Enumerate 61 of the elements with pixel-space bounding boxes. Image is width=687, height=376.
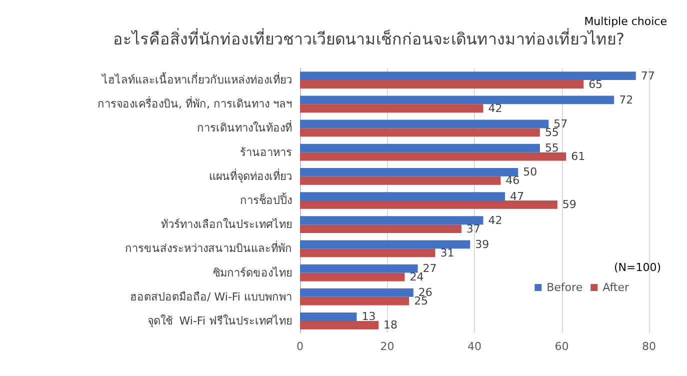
y-tick-label: จุดใช้ Wi-Fi ฟรีในประเทศไทย	[147, 314, 292, 328]
text: Multiple choice	[584, 15, 668, 28]
bar	[300, 312, 357, 321]
y-tick-label: ทัวร์ทางเลือกในประเทศไทย	[161, 218, 292, 232]
bar	[300, 72, 636, 80]
chart-title: อะไรคือสิ่งที่นักท่องเที่ยวชาวเวียดนามเช็กก่อนจะเดินทางมาท่องเที่ยวไทย?	[113, 28, 624, 48]
bar	[300, 248, 436, 258]
x-tick-label: 60	[554, 340, 569, 353]
data-label: 42	[488, 214, 502, 227]
y-tick-label: การจองเครื่องบิน, ที่พัก, การเดินทาง ฯลฯ	[98, 96, 292, 111]
bar	[300, 128, 540, 137]
bar	[300, 296, 410, 306]
data-label: 27	[422, 262, 437, 276]
data-label: 50	[523, 166, 538, 179]
bar	[300, 200, 558, 209]
bar	[300, 120, 549, 128]
bar	[300, 240, 470, 249]
data-label: 18	[384, 318, 398, 332]
data-label: 65	[588, 78, 603, 91]
y-tick-label: ร้านอาหาร	[240, 146, 292, 159]
bar	[300, 144, 540, 152]
data-label: 46	[506, 174, 520, 188]
x-tick-label: 80	[642, 340, 656, 353]
bar	[300, 288, 414, 297]
x-tick-label: 40	[468, 340, 482, 353]
annotation: (N=100)	[614, 261, 662, 274]
bar	[300, 176, 501, 185]
data-label: 31	[440, 246, 454, 260]
legend-label: Before	[546, 281, 583, 294]
bar	[300, 152, 566, 161]
bar	[300, 272, 405, 282]
y-tick-label: ไฮไลท์และเนื้อหาเกี่ยวกับแหล่งท่องเที่ยว	[101, 72, 292, 87]
data-label: 39	[475, 238, 490, 251]
data-label: 61	[571, 150, 586, 164]
bar	[300, 96, 614, 104]
data-label: 42	[488, 102, 502, 115]
legend-label: After	[602, 281, 630, 294]
y-tick-label: แผนที่จุดท่องเที่ยว	[209, 168, 292, 183]
bar	[300, 104, 484, 113]
y-tick-label: ซิมการ์ดของไทย	[213, 266, 292, 280]
data-label: 13	[362, 310, 376, 324]
bar	[300, 216, 484, 225]
bar	[300, 320, 379, 330]
data-label: 47	[510, 190, 524, 203]
y-tick-label: การช็อปปิ้ง	[240, 192, 292, 207]
y-tick-label: ฮอตสปอตมือถือ/ Wi-Fi แบบพกพา	[130, 290, 292, 304]
x-tick-label: 0	[296, 340, 304, 353]
data-label: 59	[562, 198, 576, 212]
x-tick-label: 20	[380, 340, 394, 353]
bar	[300, 80, 584, 88]
bar	[300, 192, 506, 200]
data-label: 37	[466, 222, 480, 236]
bar	[300, 224, 462, 234]
data-label: 72	[619, 93, 634, 106]
bar	[300, 264, 418, 273]
y-tick-label: การเดินทางในท้องที่	[197, 120, 292, 135]
y-tick-label: การขนส่งระหว่างสนามบินและที่พัก	[125, 240, 292, 256]
data-label: 24	[410, 270, 424, 284]
data-label: 55	[544, 142, 559, 155]
bar	[300, 168, 518, 176]
data-label: 77	[640, 69, 655, 82]
